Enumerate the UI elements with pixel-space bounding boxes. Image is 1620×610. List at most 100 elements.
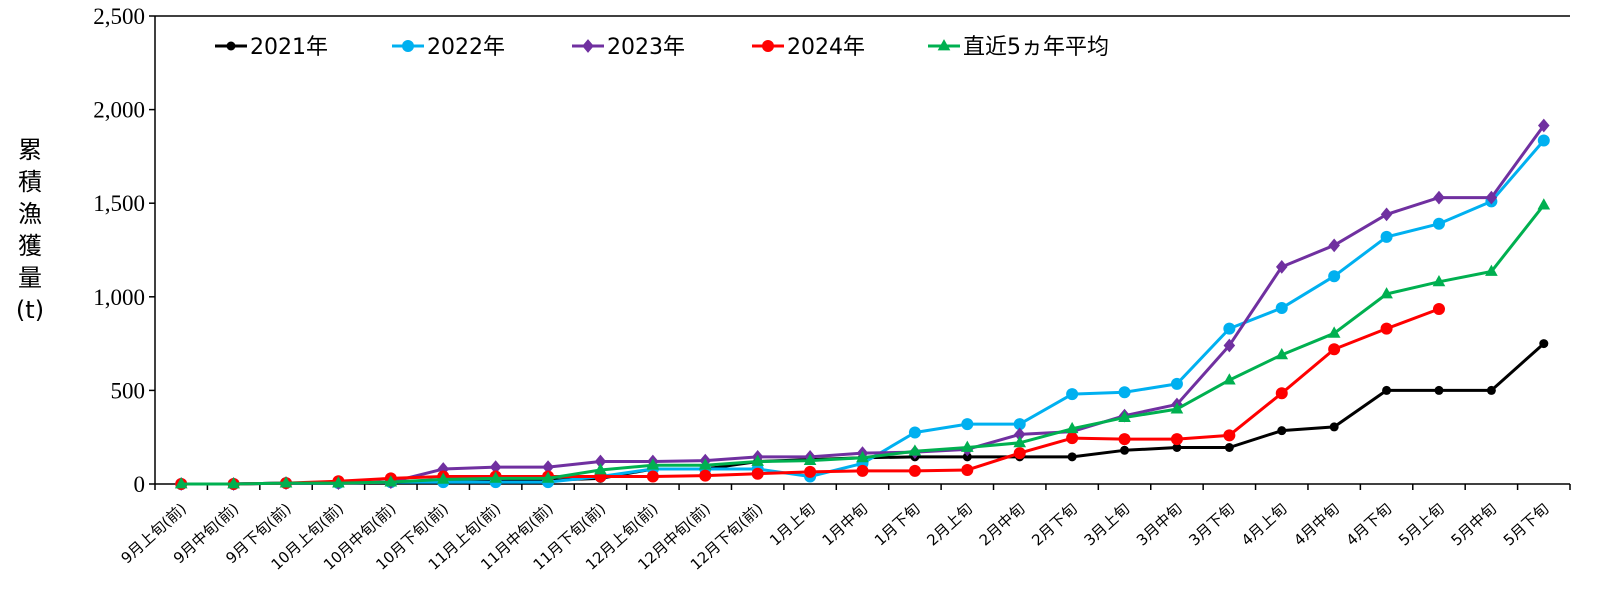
data-point [1067, 452, 1077, 462]
x-tick-label: 3月下旬 [1185, 500, 1238, 550]
data-point [226, 41, 236, 51]
data-point [1066, 388, 1079, 401]
data-point [1537, 198, 1551, 210]
x-tick-label: 4月上旬 [1238, 500, 1291, 550]
x-tick-label: 4月下旬 [1343, 500, 1396, 550]
data-point [908, 426, 921, 439]
x-tick-label: 2月中旬 [976, 500, 1029, 550]
data-point [542, 460, 554, 475]
data-point [1170, 402, 1184, 414]
data-point [856, 450, 869, 463]
legend-label: 2022年 [427, 35, 505, 60]
y-axis-label-char: 累 [18, 136, 42, 164]
data-point [1486, 385, 1496, 395]
data-point [908, 464, 921, 477]
data-point [1433, 190, 1445, 205]
data-point [489, 460, 502, 475]
x-tick-label: 3月上旬 [1081, 500, 1134, 550]
x-tick-label: 5月中旬 [1447, 500, 1500, 550]
legend-item: 2022年 [392, 35, 505, 60]
data-point [1118, 410, 1131, 422]
x-tick-label: 1月下旬 [871, 500, 924, 550]
data-point [1537, 134, 1550, 147]
data-point [1275, 387, 1288, 400]
data-point [804, 465, 817, 478]
data-point [1328, 238, 1340, 253]
legend-item: 2021年 [215, 35, 328, 60]
data-point [1275, 347, 1289, 360]
data-point [594, 454, 607, 469]
x-tick-label: 1月中旬 [819, 500, 872, 550]
legend-label: 2023年 [607, 35, 685, 60]
data-point [1223, 429, 1236, 442]
data-point [803, 453, 817, 465]
data-point [1013, 418, 1026, 431]
data-point [1380, 287, 1393, 299]
legend-label: 2024年 [787, 35, 865, 60]
data-point [1065, 421, 1079, 434]
data-point [1172, 442, 1182, 452]
y-axis-label-char: 積 [18, 168, 42, 196]
data-point [384, 475, 398, 487]
data-point [1432, 217, 1445, 230]
data-point [436, 472, 450, 484]
series-group [175, 118, 1550, 491]
data-point [1120, 445, 1130, 455]
x-tick-label: 2月下旬 [1028, 500, 1081, 550]
x-tick-label: 5月下旬 [1500, 500, 1553, 550]
data-point [1538, 118, 1550, 133]
y-axis-label-char: 量 [18, 264, 42, 292]
x-axis-ticks: 9月上旬(前)9月中旬(前)9月下旬(前)10月上旬(前)10月中旬(前)10月… [117, 484, 1571, 574]
data-point [960, 440, 974, 452]
data-point [541, 471, 555, 483]
y-axis-label-char: (t) [16, 296, 44, 324]
data-point [961, 463, 974, 476]
y-tick-label: 1,000 [93, 285, 145, 310]
data-point [1382, 385, 1392, 395]
x-tick-label: 3月中旬 [1133, 500, 1186, 550]
series-group [174, 198, 1551, 489]
y-axis-label-char: 獲 [18, 232, 42, 260]
y-tick-label: 2,500 [93, 4, 145, 29]
data-point [1380, 207, 1393, 222]
y-tick-label: 0 [134, 472, 146, 497]
series-line [181, 139, 1545, 486]
x-tick-label: 1月上旬 [766, 500, 819, 550]
data-point [1485, 264, 1498, 276]
data-point [1223, 322, 1236, 335]
y-tick-label: 1,500 [93, 191, 145, 216]
data-point [1485, 190, 1498, 205]
series-line [181, 204, 1545, 486]
data-point [961, 418, 974, 431]
data-point [1539, 339, 1549, 349]
y-tick-label: 500 [111, 378, 146, 403]
data-point [1170, 433, 1183, 446]
data-point [332, 476, 345, 488]
data-point [1275, 302, 1288, 315]
data-point [279, 476, 293, 488]
data-point [1328, 343, 1341, 356]
series-line [181, 124, 1546, 486]
data-point [699, 469, 712, 482]
data-point [908, 444, 922, 456]
data-point [751, 467, 764, 480]
x-tick-label: 2月上旬 [923, 500, 976, 550]
y-axis-label-char: 漁 [18, 200, 42, 228]
legend-label: 2021年 [250, 35, 328, 60]
y-axis-ticks: 0 500 1,000 1,500 2,000 2,500 [93, 4, 155, 497]
series-group [175, 302, 1445, 490]
data-point [1223, 373, 1236, 385]
data-point [1380, 322, 1393, 335]
data-point [1170, 377, 1183, 390]
data-point [1118, 386, 1131, 399]
data-point [962, 452, 972, 462]
data-point [762, 40, 774, 52]
x-tick-label: 4月中旬 [1290, 500, 1343, 550]
data-point [1277, 426, 1287, 436]
legend-item: 2024年 [752, 35, 865, 60]
legend-label: 直近5ヵ年平均 [963, 35, 1109, 60]
legend-item: 直近5ヵ年平均 [928, 35, 1109, 60]
data-point [594, 463, 607, 475]
legend: 2021年 2022年 2023年 2024年 直近5ヵ年平均 [215, 35, 1109, 60]
